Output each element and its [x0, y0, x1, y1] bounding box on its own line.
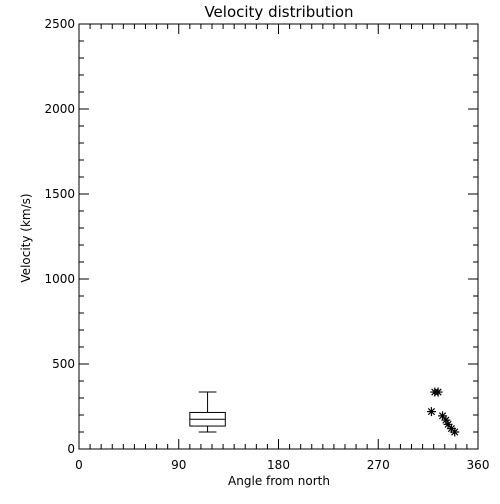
data-point [433, 387, 443, 397]
asterisk-stroke [427, 408, 436, 416]
x-tick-label: 0 [75, 458, 83, 472]
plot-frame [78, 23, 479, 450]
x-tick-label: 360 [467, 458, 490, 472]
asterisk-stroke [447, 425, 455, 433]
x-axis-label: Angle from north [228, 474, 330, 488]
y-tick-label: 500 [52, 357, 75, 371]
x-tick-label: 90 [171, 458, 186, 472]
x-tick-label: 270 [367, 458, 390, 472]
y-tick-label: 1000 [44, 272, 75, 286]
y-axis-label: Velocity (km/s) [19, 193, 33, 282]
data-point [450, 427, 460, 437]
y-tick-label: 1500 [44, 187, 75, 201]
asterisk-stroke [451, 428, 459, 436]
chart-title: Velocity distribution [204, 3, 353, 21]
y-tick-label: 2500 [44, 17, 75, 31]
asterisk-stroke [442, 416, 450, 424]
y-tick-label: 0 [67, 442, 75, 456]
asterisk-stroke [434, 388, 442, 396]
asterisk-stroke [438, 412, 447, 420]
y-tick-label: 2000 [44, 102, 75, 116]
x-tick-label: 180 [267, 458, 290, 472]
asterisk-stroke [444, 420, 452, 428]
data-point [443, 419, 453, 429]
data-point [426, 407, 436, 417]
